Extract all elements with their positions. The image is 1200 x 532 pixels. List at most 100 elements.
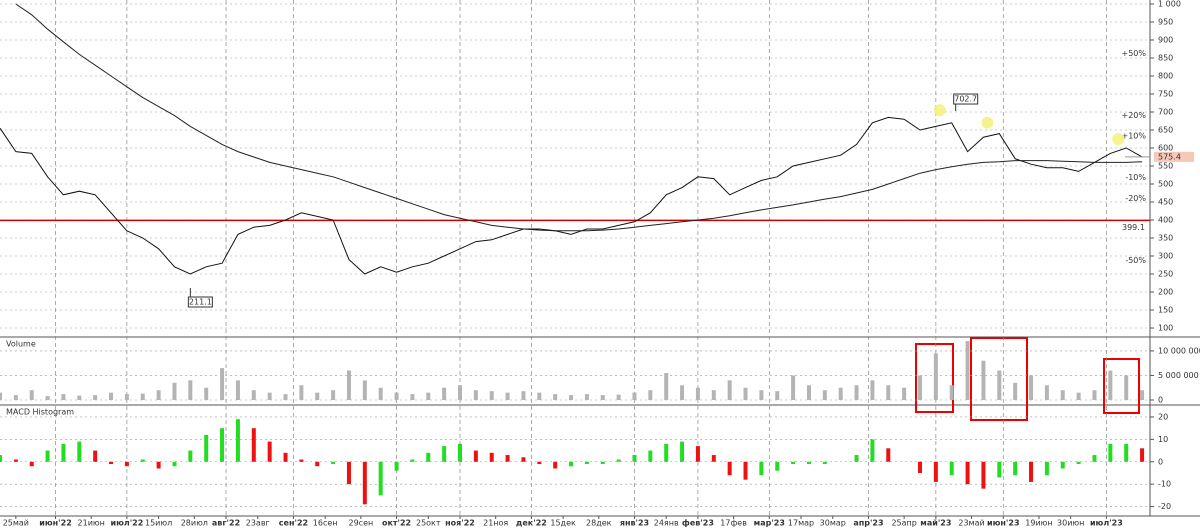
bar [616, 459, 621, 462]
x-tick-label: 23май [958, 519, 984, 528]
bar [204, 434, 209, 462]
y-tick-label: 400 [1158, 216, 1173, 225]
last-price-box [1154, 151, 1194, 162]
bar [489, 452, 494, 462]
bar [902, 387, 907, 400]
x-tick-label: авг'22 [212, 519, 240, 528]
y-tick-label: -20 [1158, 502, 1171, 511]
bar [93, 395, 98, 400]
level-label: +20% [1122, 111, 1147, 120]
panel-title: Volume [6, 340, 36, 349]
x-tick-label: фев'23 [682, 519, 714, 528]
bar [743, 461, 748, 480]
bar [235, 419, 240, 462]
bar [0, 455, 2, 462]
bar [156, 390, 161, 400]
bar [394, 461, 399, 471]
bar [331, 461, 336, 464]
bar [315, 392, 320, 400]
y-tick-label: 650 [1158, 126, 1173, 135]
level-label: +10% [1122, 132, 1147, 141]
bar [172, 382, 177, 400]
bar [299, 385, 304, 400]
bar [1124, 375, 1129, 400]
bar [933, 353, 938, 400]
level-label: +50% [1122, 49, 1147, 58]
bar [569, 461, 574, 467]
y-tick-label: 0 [1158, 396, 1163, 405]
bar [553, 461, 558, 469]
bar [949, 461, 954, 476]
x-tick-label: 23авг [246, 519, 270, 528]
bar [267, 392, 272, 400]
bar [1140, 390, 1145, 400]
bar [791, 461, 796, 464]
bar [61, 443, 66, 462]
bar [93, 450, 98, 462]
bar [283, 394, 288, 400]
bar [29, 390, 34, 400]
y-tick-label: 5 000 000 [1158, 371, 1199, 380]
bar [188, 380, 193, 400]
bar [727, 461, 732, 476]
bar [220, 428, 225, 462]
bar [1140, 448, 1145, 462]
bar [711, 455, 716, 462]
bar [918, 461, 922, 473]
highlight-point [981, 116, 994, 129]
bar [664, 373, 669, 400]
x-tick-label: дек'22 [516, 519, 547, 528]
y-tick-label: 10 000 000 [1158, 346, 1200, 355]
bar [156, 461, 161, 469]
bar [251, 390, 256, 400]
bar [1060, 390, 1065, 400]
y-tick-label: 550 [1158, 162, 1173, 171]
bar [822, 461, 827, 464]
x-tick-label: май'23 [920, 519, 951, 528]
highlight-point [1112, 133, 1125, 145]
panel-title: MACD Histogram [6, 408, 74, 417]
bar [458, 385, 462, 400]
bar [1029, 461, 1034, 482]
bar [537, 392, 542, 400]
bar [1029, 375, 1034, 400]
y-tick-label: 850 [1158, 54, 1173, 63]
level-label: -10% [1125, 173, 1146, 182]
bar [759, 390, 764, 400]
y-tick-label: 600 [1158, 144, 1173, 153]
bar [362, 461, 367, 505]
bar [1092, 455, 1097, 462]
bar [537, 461, 542, 464]
bar [521, 457, 526, 462]
annotation-box [953, 93, 979, 105]
bar [806, 461, 811, 464]
y-tick-label: 800 [1158, 72, 1173, 81]
bar [1013, 382, 1018, 400]
bar [442, 446, 447, 462]
last-price-label: 575.4 [1158, 152, 1181, 161]
bar [124, 394, 129, 400]
bar [77, 395, 82, 400]
bar [346, 370, 351, 400]
bar [680, 441, 685, 462]
highlight-box [915, 343, 954, 413]
x-tick-label: ноя'22 [445, 519, 475, 528]
price-line [0, 116, 1143, 275]
bar [315, 461, 320, 467]
x-tick-label: 21ноя [483, 519, 508, 528]
bar [949, 385, 954, 400]
level-label: -50% [1125, 256, 1146, 265]
bar [505, 455, 510, 462]
bar [600, 395, 605, 400]
y-tick-label: 1 000 [1158, 0, 1181, 9]
bar [680, 385, 685, 400]
x-tick-label: 29сен [348, 519, 373, 528]
bar [1124, 443, 1129, 462]
x-tick-label: 19июн [1025, 519, 1052, 528]
moving-average [15, 3, 1143, 232]
bar [584, 461, 589, 464]
annotation-box [187, 296, 213, 308]
bar [235, 380, 240, 400]
